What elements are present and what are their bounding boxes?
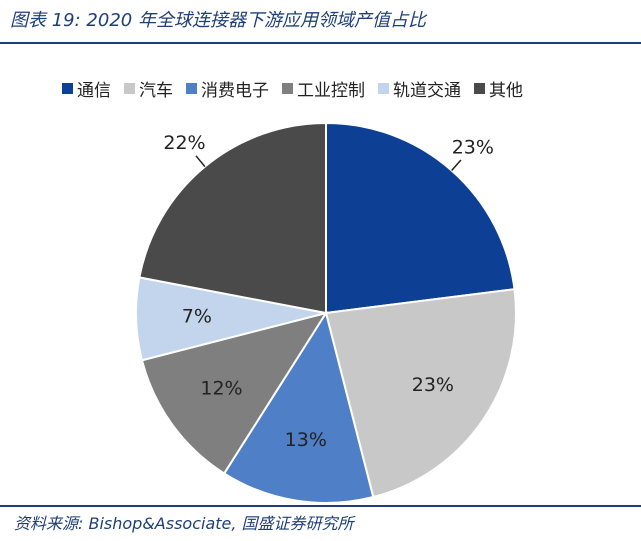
- legend-item: 通信: [62, 76, 111, 101]
- legend-label: 通信: [77, 81, 111, 101]
- legend-swatch: [124, 83, 135, 94]
- legend-item: 消费电子: [186, 76, 269, 101]
- legend-label: 轨道交通: [393, 81, 461, 101]
- legend-label: 其他: [489, 81, 523, 101]
- leader-line: [195, 155, 206, 168]
- slice-label: 23%: [412, 374, 454, 396]
- pie-slice: [138, 121, 327, 315]
- legend-item: 其他: [474, 76, 523, 101]
- pie-slice: [222, 310, 375, 504]
- pie-slice: [140, 311, 329, 475]
- chart-legend: 通信 汽车 消费电子 工业控制 轨道交通 其他: [62, 76, 523, 101]
- bottom-rule: [0, 505, 641, 507]
- slice-label: 22%: [163, 132, 205, 154]
- legend-swatch: [62, 83, 73, 94]
- legend-label: 汽车: [139, 81, 173, 101]
- slice-label: 12%: [200, 377, 242, 399]
- legend-swatch: [378, 83, 389, 94]
- pie-slice: [325, 121, 516, 315]
- legend-label: 工业控制: [297, 81, 365, 101]
- slice-label: 23%: [452, 136, 494, 158]
- legend-item: 汽车: [124, 76, 173, 101]
- title-rule: [0, 42, 641, 44]
- legend-item: 轨道交通: [378, 76, 461, 101]
- slice-label: 13%: [285, 429, 327, 451]
- figure-title: 图表 19: 2020 年全球连接器下游应用领域产值占比: [10, 10, 426, 31]
- slice-label: 7%: [182, 306, 212, 328]
- legend-item: 工业控制: [282, 76, 365, 101]
- pie-slice: [324, 288, 517, 499]
- legend-label: 消费电子: [201, 81, 269, 101]
- leader-line: [451, 159, 462, 171]
- source-note: 资料来源: Bishop&Associate, 国盛证券研究所: [14, 514, 354, 533]
- legend-swatch: [186, 83, 197, 94]
- legend-swatch: [474, 83, 485, 94]
- legend-swatch: [282, 83, 293, 94]
